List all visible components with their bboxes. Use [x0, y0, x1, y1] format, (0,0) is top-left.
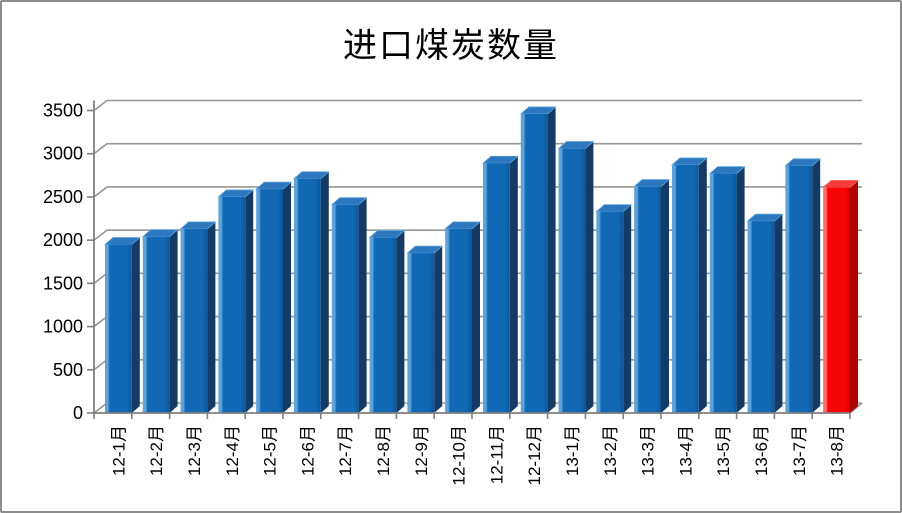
x-tick-label: 13-3月	[639, 425, 658, 476]
x-tick-label: 13-4月	[676, 425, 695, 476]
x-tick-label: 12-6月	[298, 425, 317, 476]
bar-13-6月	[746, 213, 784, 413]
x-tick-label: 12-1月	[109, 425, 128, 476]
bar-12-1月	[103, 237, 141, 413]
x-tick-label: 12-11月	[487, 425, 506, 484]
y-tick-label: 1500	[43, 273, 83, 293]
bar-13-2月	[595, 204, 633, 413]
x-tick-label: 13-1月	[563, 425, 582, 476]
x-tick-label: 12-9月	[412, 425, 431, 476]
bar-12-7月	[330, 197, 368, 413]
bar-12-10月	[444, 221, 482, 413]
y-tick-label: 1000	[43, 317, 83, 337]
x-tick-label: 13-6月	[752, 425, 771, 476]
bar-12-4月	[217, 189, 255, 413]
x-tick-label: 13-5月	[714, 425, 733, 476]
x-tick-label: 13-7月	[790, 425, 809, 476]
y-tick-label: 500	[53, 360, 83, 380]
x-tick-label: 12-12月	[525, 425, 544, 485]
x-tick-label: 12-4月	[223, 425, 242, 476]
bar-12-11月	[481, 155, 519, 413]
chart-title: 进口煤炭数量	[343, 26, 559, 66]
bar-12-5月	[255, 181, 293, 413]
x-tick-label: 13-2月	[601, 425, 620, 476]
x-tick-label: 12-7月	[336, 425, 355, 476]
axes	[87, 100, 851, 419]
bar-12-6月	[292, 171, 330, 413]
bar-13-3月	[633, 179, 671, 413]
bar-13-4月	[670, 157, 708, 413]
x-tick-label: 12-5月	[261, 425, 280, 476]
y-axis-labels: 0 500 1000 1500 2000 2500 3000 3500	[43, 101, 83, 424]
x-tick-label: 12-2月	[147, 425, 166, 476]
y-tick-label: 3500	[43, 101, 83, 121]
y-tick-label: 2500	[43, 187, 83, 207]
bar-13-7月	[784, 158, 822, 413]
bar-12-12月	[519, 106, 557, 413]
y-tick-label: 3000	[43, 144, 83, 164]
bar-12-9月	[406, 245, 444, 413]
bar-13-1月	[557, 141, 595, 413]
x-tick-label: 12-3月	[185, 425, 204, 476]
bar-12-8月	[368, 230, 406, 413]
x-tick-label: 13-8月	[828, 425, 847, 476]
y-tick-label: 0	[73, 403, 83, 423]
x-tick-label: 12-10月	[450, 425, 469, 485]
bar-13-8月	[822, 180, 860, 413]
bar-12-2月	[141, 229, 179, 413]
y-tick-label: 2000	[43, 230, 83, 250]
bar-13-5月	[708, 166, 746, 413]
bars	[103, 106, 860, 413]
x-axis-labels: 12-1月 12-2月 12-3月 12-4月 12-5月 12-6月 12-7月 12-8月…	[109, 425, 846, 485]
x-tick-label: 12-8月	[374, 425, 393, 476]
bar-12-3月	[179, 221, 217, 413]
